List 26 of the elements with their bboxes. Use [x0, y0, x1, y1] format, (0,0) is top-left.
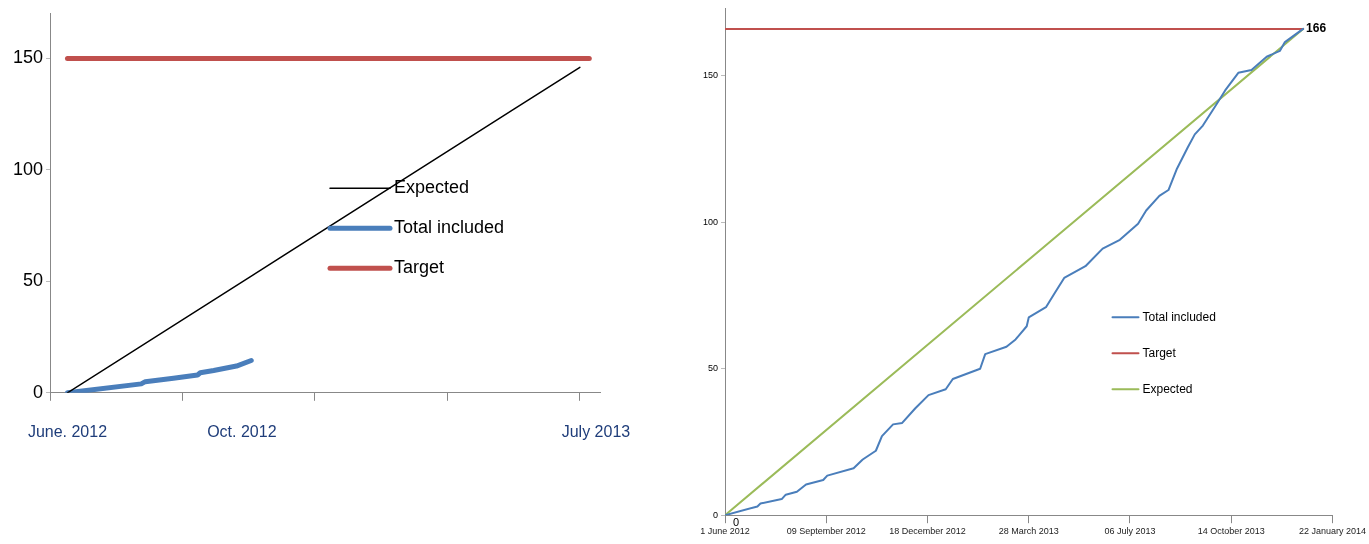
legend-label: Total included — [394, 217, 505, 238]
x-tick-label: 09 September 2012 — [786, 526, 866, 537]
y-tick-label: 100 — [12, 158, 44, 179]
annotation: 166 — [1306, 21, 1327, 36]
y-tick-label: 100 — [702, 216, 719, 227]
legend-label: Target — [1142, 345, 1177, 360]
x-tick-label: 28 March 2013 — [998, 526, 1059, 537]
y-tick-label: 150 — [12, 47, 44, 68]
y-tick-label: 50 — [23, 270, 44, 291]
x-tick-label: July 2013 — [561, 422, 631, 440]
x-tick-label: Oct. 2012 — [207, 422, 277, 440]
x-tick-label: 1 June 2012 — [700, 526, 750, 537]
x-tick-label: June. 2012 — [27, 422, 108, 440]
y-tick-label: 0 — [33, 381, 44, 402]
y-tick-label: 50 — [708, 363, 719, 374]
y-tick-label: 0 — [713, 509, 719, 520]
legend-label: Total included — [1142, 309, 1216, 324]
x-tick-label: 06 July 2013 — [1104, 526, 1156, 537]
x-tick-label: 22 January 2014 — [1298, 526, 1367, 537]
legend-label: Expected — [394, 177, 470, 198]
x-tick-label: 14 October 2013 — [1197, 526, 1265, 537]
annotation: 0 — [733, 515, 740, 528]
y-tick-label: 150 — [702, 70, 719, 81]
x-tick-label: 18 December 2012 — [889, 526, 966, 537]
legend-label: Target — [394, 257, 445, 278]
legend-label: Expected — [1142, 381, 1193, 396]
